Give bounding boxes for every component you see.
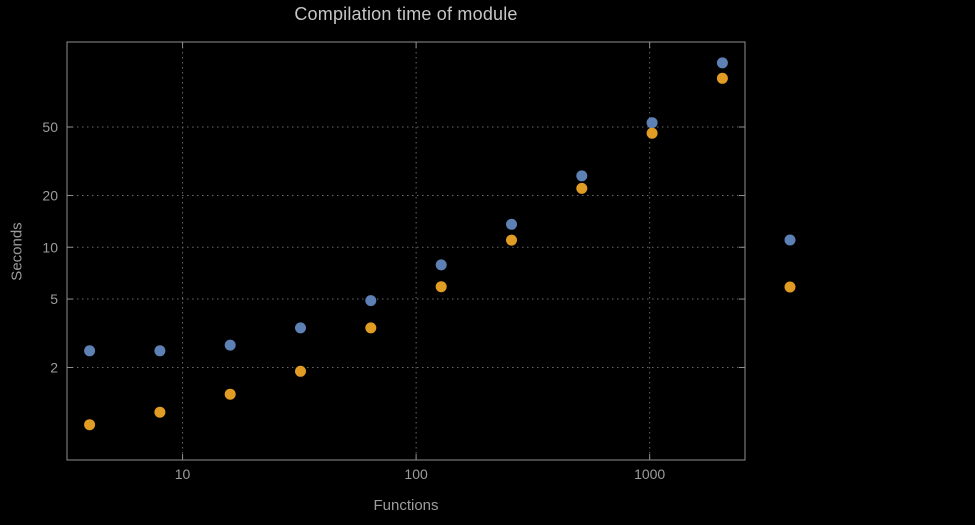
y-tick-label: 50 — [42, 119, 58, 135]
data-point-blue — [506, 218, 517, 230]
data-point-blue — [295, 322, 306, 334]
data-point-orange — [84, 419, 96, 431]
data-point-blue — [154, 345, 166, 357]
legend-marker-orange — [784, 281, 796, 293]
y-axis-label: Seconds — [8, 222, 26, 281]
data-point-blue — [84, 345, 96, 357]
chart-title: Compilation time of module — [294, 4, 518, 24]
data-point-orange — [224, 388, 236, 400]
data-point-orange — [576, 182, 588, 194]
data-point-blue — [435, 259, 447, 271]
data-point-blue — [224, 339, 236, 351]
x-tick-label: 10 — [175, 466, 191, 482]
plot-frame — [66, 41, 746, 461]
y-tick-label: 5 — [50, 291, 58, 307]
data-point-blue — [646, 117, 658, 129]
data-point-orange — [435, 281, 447, 293]
y-tick-label: 2 — [50, 360, 58, 376]
data-point-blue — [576, 170, 588, 182]
data-point-orange — [646, 127, 658, 139]
x-axis-label: Functions — [373, 497, 439, 514]
data-point-orange — [716, 72, 728, 84]
y-tick-label: 10 — [42, 239, 58, 255]
y-tick-label: 20 — [42, 187, 58, 203]
data-point-orange — [154, 406, 166, 418]
data-point-orange — [365, 322, 377, 334]
data-point-blue — [716, 57, 728, 69]
data-point-orange — [295, 365, 306, 377]
data-point-blue — [365, 295, 377, 307]
x-tick-label: 1000 — [634, 466, 665, 482]
data-point-orange — [506, 234, 517, 246]
x-tick-label: 100 — [404, 466, 428, 482]
legend-marker-blue — [784, 234, 796, 246]
